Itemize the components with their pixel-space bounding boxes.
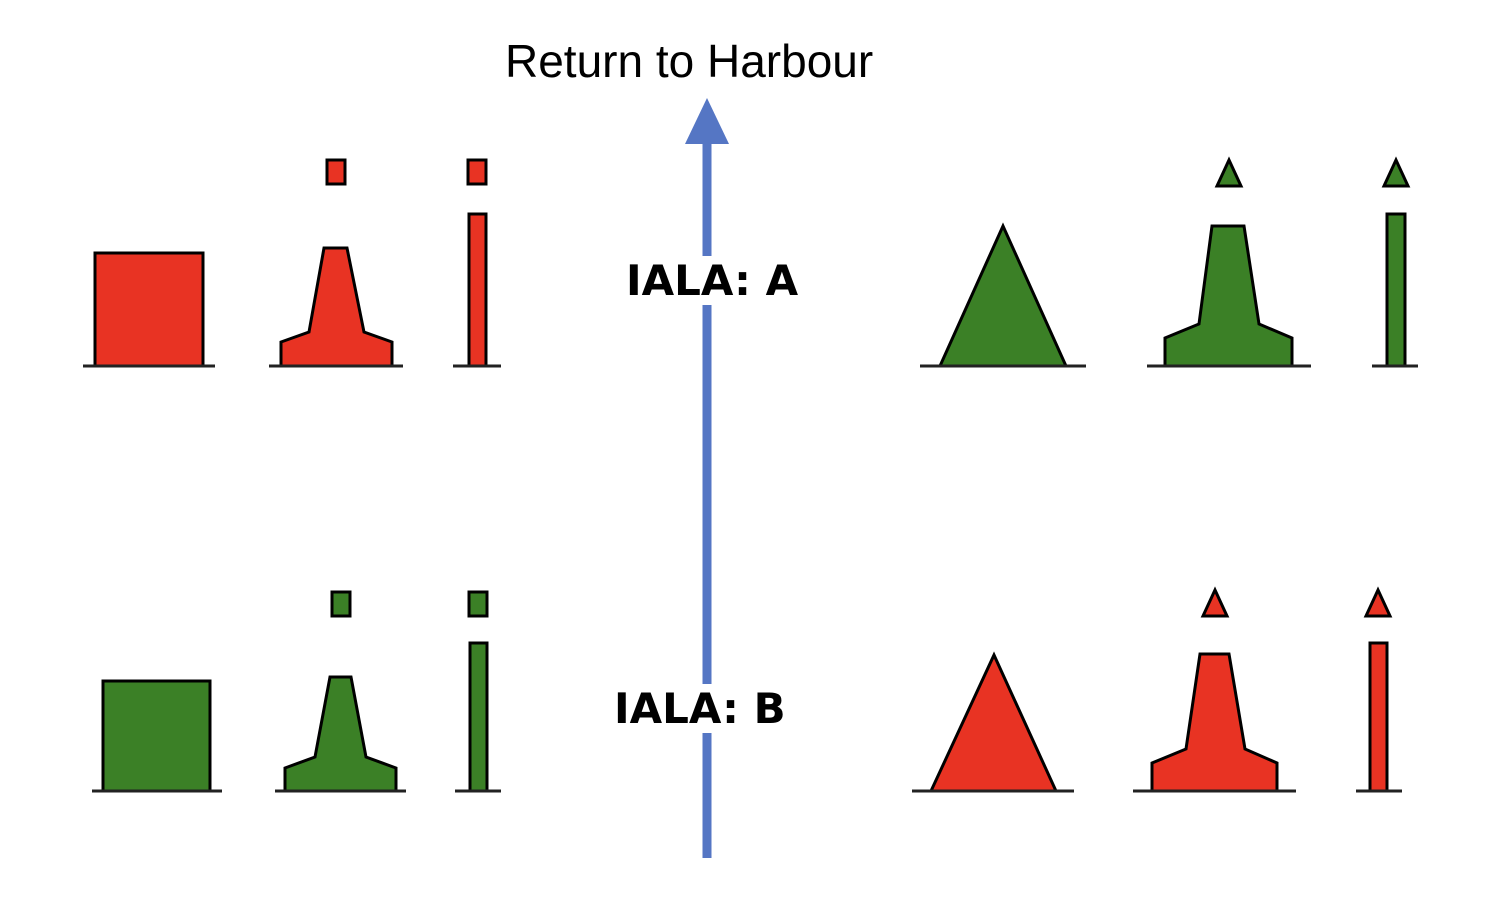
arrow-head — [685, 98, 729, 144]
iala-a-port-marks — [83, 158, 501, 368]
region-label-iala-a: IALA: A — [626, 256, 799, 305]
pillar-buoy-with-cone-topmark — [1133, 586, 1296, 793]
diagram-title: Return to Harbour — [505, 35, 874, 87]
conical-buoy — [920, 222, 1086, 368]
spar-buoy-with-cone-topmark — [1356, 586, 1402, 793]
conical-buoy — [912, 651, 1074, 793]
return-to-harbour-arrow — [685, 98, 729, 858]
can-buoy — [92, 679, 222, 793]
spar-buoy-with-can-topmark — [455, 590, 501, 793]
iala-b-port-marks — [92, 590, 501, 793]
pillar-buoy-with-can-topmark — [269, 158, 403, 368]
region-label-iala-b: IALA: B — [614, 684, 786, 733]
pillar-buoy-with-can-topmark — [275, 590, 406, 793]
can-buoy — [83, 251, 215, 368]
spar-buoy-with-cone-topmark — [1372, 156, 1418, 368]
iala-a-starboard-marks — [920, 156, 1418, 368]
spar-buoy-with-can-topmark — [453, 158, 501, 368]
iala-b-starboard-marks — [912, 586, 1402, 793]
pillar-buoy-with-cone-topmark — [1147, 156, 1311, 368]
